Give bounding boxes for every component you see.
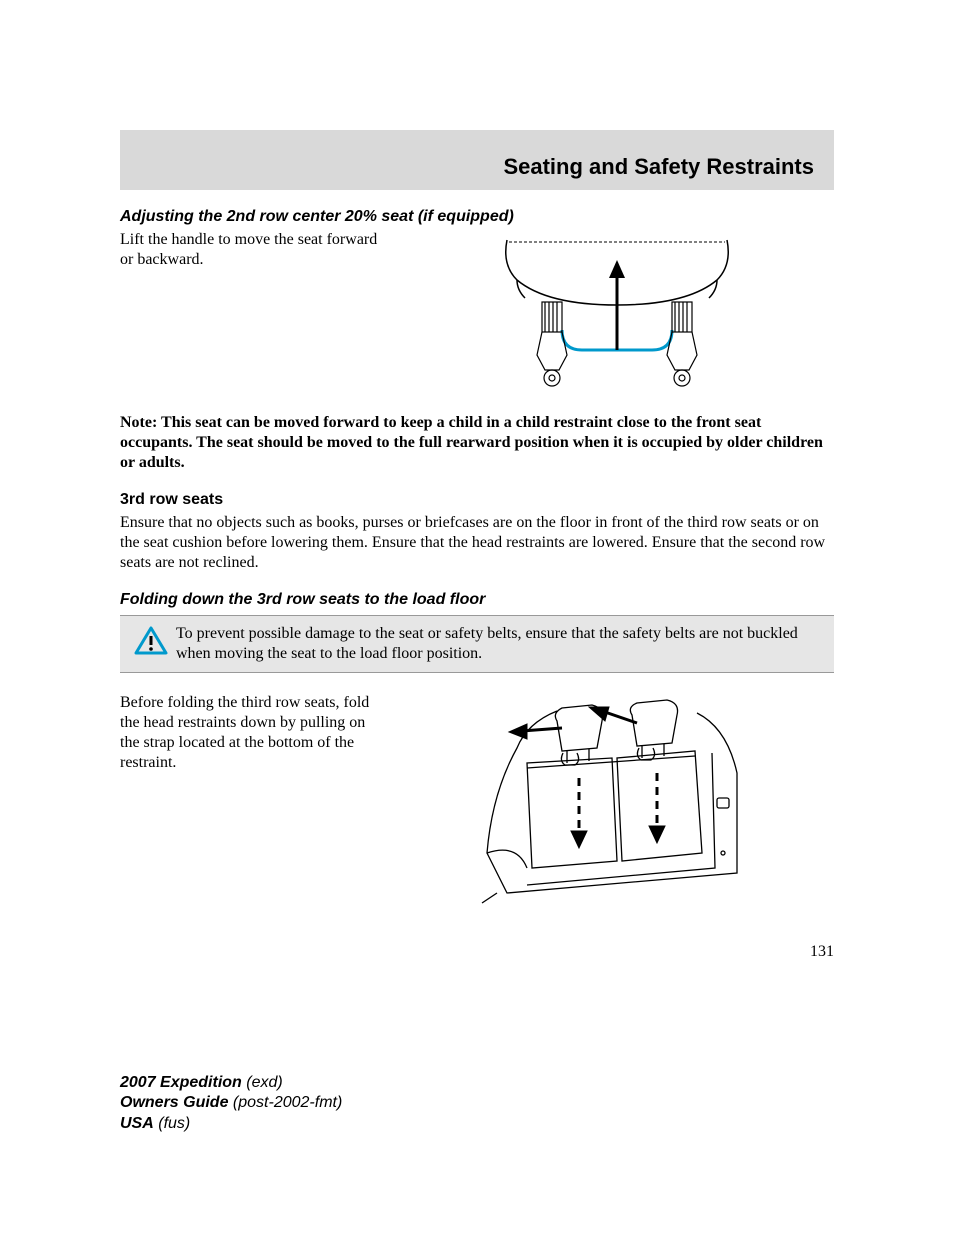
warning-callout: To prevent possible damage to the seat o… [120, 615, 834, 673]
footer-model-code: (exd) [246, 1074, 282, 1091]
footer-model: 2007 Expedition [120, 1074, 242, 1091]
note-text: Note: This seat can be moved forward to … [120, 413, 834, 473]
figure-seat-underside [400, 230, 834, 395]
footer-line-1: 2007 Expedition (exd) [120, 1073, 342, 1094]
section3-body: Before folding the third row seats, fold… [120, 693, 380, 773]
page-content: Seating and Safety Restraints Adjusting … [0, 0, 954, 961]
footer-region: USA [120, 1115, 154, 1132]
section2-heading: 3rd row seats [120, 491, 834, 509]
section3-heading: Folding down the 3rd row seats to the lo… [120, 591, 834, 609]
page-number: 131 [120, 943, 834, 961]
chapter-header-bar: Seating and Safety Restraints [120, 130, 834, 190]
warning-text: To prevent possible damage to the seat o… [176, 625, 798, 662]
footer-block: 2007 Expedition (exd) Owners Guide (post… [120, 1073, 342, 1135]
footer-guide: Owners Guide [120, 1094, 228, 1111]
footer-line-3: USA (fus) [120, 1114, 342, 1135]
section2-body: Ensure that no objects such as books, pu… [120, 513, 834, 573]
chapter-title: Seating and Safety Restraints [503, 154, 814, 180]
section3-row: Before folding the third row seats, fold… [120, 693, 834, 913]
warning-icon [134, 626, 168, 656]
figure-third-row-fold [400, 693, 834, 913]
footer-region-code: (fus) [158, 1115, 190, 1132]
section1-heading: Adjusting the 2nd row center 20% seat (i… [120, 208, 834, 226]
footer-guide-code: (post-2002-fmt) [233, 1094, 342, 1111]
footer-line-2: Owners Guide (post-2002-fmt) [120, 1093, 342, 1114]
section1-body: Lift the handle to move the seat forward… [120, 230, 380, 270]
section1-row: Lift the handle to move the seat forward… [120, 230, 834, 395]
